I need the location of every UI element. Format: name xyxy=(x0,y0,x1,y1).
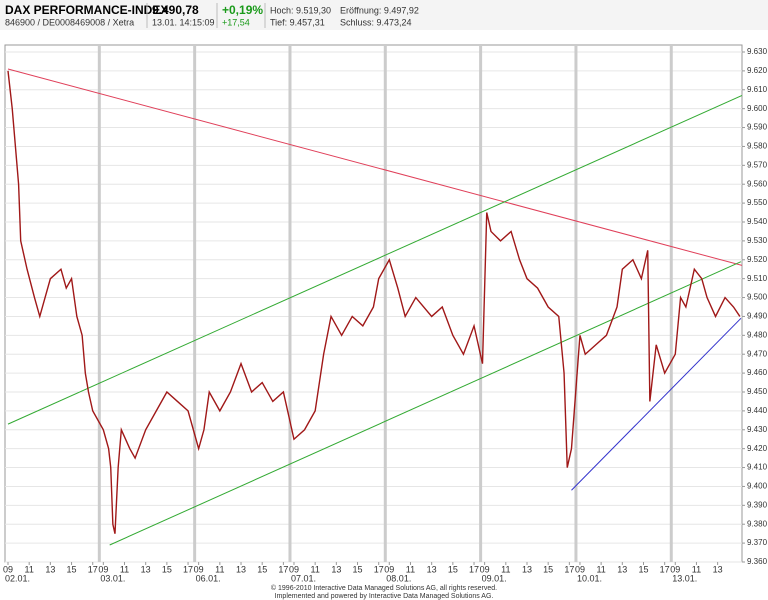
x-tick-label: 17 xyxy=(469,564,479,574)
y-tick-label: 9.530 xyxy=(747,236,768,245)
y-tick-label: 9.540 xyxy=(747,217,768,226)
x-tick-label: 13 xyxy=(236,564,246,574)
day-label: 02.01. xyxy=(5,573,30,583)
y-tick-label: 9.450 xyxy=(747,387,768,396)
close: Schluss: 9.473,24 xyxy=(340,17,412,27)
x-tick-label: 09 xyxy=(575,564,585,574)
price: 9.490,78 xyxy=(152,3,199,17)
x-tick-label: 17 xyxy=(183,564,193,574)
x-tick-label: 09 xyxy=(98,564,108,574)
timestamp: 13.01. 14:15:09 xyxy=(152,17,215,27)
identifier: 846900 / DE0008469008 / Xetra xyxy=(5,17,134,27)
x-tick-label: 11 xyxy=(692,564,701,574)
x-tick-label: 15 xyxy=(448,564,458,574)
y-tick-label: 9.630 xyxy=(747,47,768,56)
y-tick-label: 9.620 xyxy=(747,66,768,75)
x-tick-label: 09 xyxy=(3,564,13,574)
day-label: 07.01. xyxy=(291,573,316,583)
title: DAX PERFORMANCE-INDEX xyxy=(5,3,168,17)
trendline xyxy=(571,317,742,491)
trendline xyxy=(7,68,742,266)
x-tick-label: 17 xyxy=(564,564,574,574)
price-line xyxy=(7,70,741,534)
x-tick-label: 09 xyxy=(670,564,680,574)
x-tick-label: 11 xyxy=(406,564,415,574)
y-tick-label: 9.580 xyxy=(747,142,768,151)
y-tick-label: 9.440 xyxy=(747,406,768,415)
x-tick-label: 17 xyxy=(660,564,670,574)
y-tick-label: 9.600 xyxy=(747,104,768,113)
y-tick-label: 9.460 xyxy=(747,368,768,377)
x-tick-label: 09 xyxy=(480,564,490,574)
plot xyxy=(7,68,742,546)
day-label: 10.01. xyxy=(577,573,602,583)
y-tick-label: 9.420 xyxy=(747,444,768,453)
header-bg xyxy=(0,0,768,30)
y-tick-label: 9.370 xyxy=(747,538,768,547)
x-tick-label: 13 xyxy=(522,564,532,574)
x-tick-label: 13 xyxy=(141,564,151,574)
x-tick-label: 15 xyxy=(67,564,77,574)
x-tick-label: 13 xyxy=(713,564,723,574)
x-tick-label: 17 xyxy=(88,564,98,574)
y-tick-label: 9.550 xyxy=(747,198,768,207)
copyright: © 1996-2010 Interactive Data Managed Sol… xyxy=(271,584,497,592)
y-tick-label: 9.430 xyxy=(747,425,768,434)
change-abs: +17,54 xyxy=(222,17,250,27)
x-tick-label: 11 xyxy=(310,564,319,574)
x-tick-label: 17 xyxy=(278,564,288,574)
x-tick-label: 15 xyxy=(257,564,267,574)
day-label: 03.01. xyxy=(100,573,125,583)
y-tick-label: 9.380 xyxy=(747,519,768,528)
y-tick-label: 9.410 xyxy=(747,463,768,472)
y-tick-label: 9.470 xyxy=(747,349,768,358)
y-tick-label: 9.590 xyxy=(747,123,768,132)
y-tick-label: 9.400 xyxy=(747,482,768,491)
x-tick-label: 09 xyxy=(384,564,394,574)
day-label: 06.01. xyxy=(196,573,221,583)
y-tick-label: 9.360 xyxy=(747,557,768,566)
day-label: 09.01. xyxy=(482,573,507,583)
y-tick-label: 9.510 xyxy=(747,274,768,283)
x-tick-label: 13 xyxy=(331,564,341,574)
y-tick-label: 9.610 xyxy=(747,85,768,94)
x-tick-label: 15 xyxy=(638,564,648,574)
high: Hoch: 9.519,30 xyxy=(270,5,331,15)
x-tick-label: 11 xyxy=(215,564,224,574)
day-label: 08.01. xyxy=(386,573,411,583)
x-tick-label: 09 xyxy=(289,564,299,574)
powered-by: Implemented and powered by Interactive D… xyxy=(275,593,494,600)
open: Eröffnung: 9.497,92 xyxy=(340,5,419,15)
y-tick-label: 9.480 xyxy=(747,330,768,339)
x-tick-label: 17 xyxy=(374,564,384,574)
x-tick-label: 11 xyxy=(596,564,605,574)
x-tick-label: 15 xyxy=(162,564,172,574)
low: Tief: 9.457,31 xyxy=(270,17,325,27)
x-tick-label: 11 xyxy=(25,564,34,574)
y-tick-label: 9.520 xyxy=(747,255,768,264)
x-tick-label: 13 xyxy=(45,564,55,574)
x-tick-label: 15 xyxy=(543,564,553,574)
y-tick-label: 9.570 xyxy=(747,160,768,169)
x-tick-label: 11 xyxy=(501,564,510,574)
x-tick-label: 13 xyxy=(427,564,437,574)
y-tick-label: 9.390 xyxy=(747,500,768,509)
y-tick-label: 9.560 xyxy=(747,179,768,188)
x-tick-label: 13 xyxy=(617,564,627,574)
day-label: 13.01. xyxy=(672,573,697,583)
x-tick-label: 15 xyxy=(353,564,363,574)
trendline xyxy=(109,261,742,546)
y-tick-label: 9.500 xyxy=(747,293,768,302)
change-pct: +0,19% xyxy=(222,3,263,17)
x-tick-label: 11 xyxy=(120,564,129,574)
trendline xyxy=(7,94,742,425)
x-tick-label: 09 xyxy=(194,564,204,574)
y-tick-label: 9.490 xyxy=(747,312,768,321)
